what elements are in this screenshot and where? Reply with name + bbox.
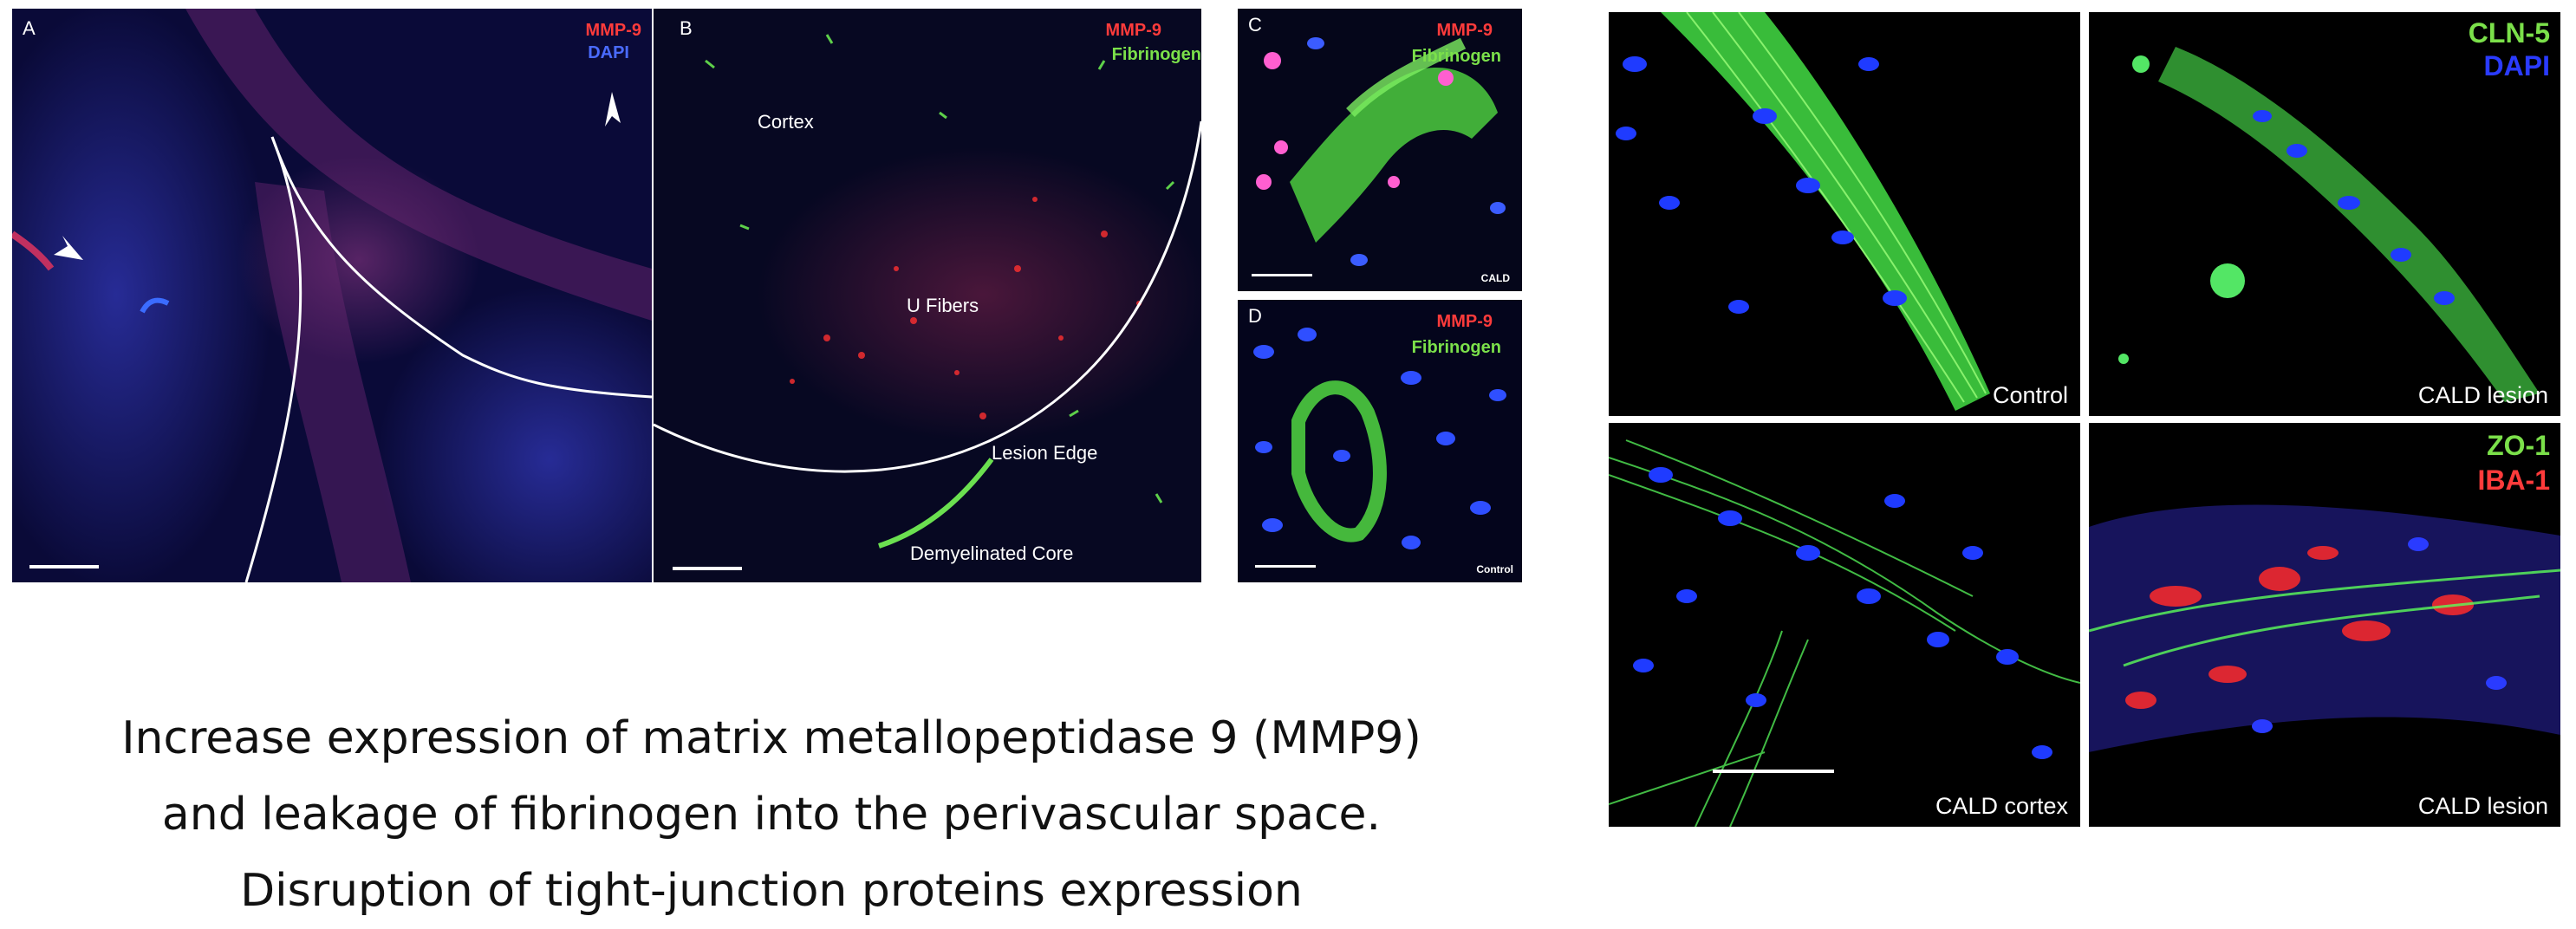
- panel-b-marker-fibrinogen: Fibrinogen: [1111, 45, 1201, 64]
- caption-line-2: and leakage of fibrinogen into the periv…: [161, 789, 1382, 841]
- grid-bottom-right-marker-iba1: IBA-1: [2477, 464, 2550, 496]
- panel-c-scalebar: [1252, 274, 1312, 276]
- grid-bottom-left-micrograph: [1609, 423, 2080, 827]
- grid-top-right-marker-cln5: CLN-5: [2468, 17, 2550, 49]
- panel-d-micrograph: [1238, 300, 1522, 582]
- panel-a-marker-mmp9: MMP-9: [585, 21, 641, 40]
- panel-b-scalebar: [673, 567, 742, 570]
- grid-bottom-left-label: CALD cortex: [1935, 793, 2068, 819]
- grid-top-left-micrograph: [1609, 12, 2080, 416]
- panel-c-micrograph: [1238, 9, 1522, 291]
- panel-b: B MMP-9 Fibrinogen Cortex U Fibers Lesio…: [654, 9, 1201, 582]
- panel-b-region-lesion-edge: Lesion Edge: [992, 442, 1098, 464]
- grid-bottom-right: ZO-1 IBA-1 CALD lesion: [2089, 423, 2560, 827]
- panel-a-marker-dapi: DAPI: [588, 43, 629, 62]
- panel-c-marker-mmp9: MMP-9: [1436, 21, 1493, 40]
- panel-d-scalebar: [1255, 565, 1316, 568]
- panel-b-letter: B: [680, 17, 693, 39]
- panel-c-tag: CALD: [1480, 272, 1510, 284]
- panel-c: C MMP-9 Fibrinogen CALD: [1238, 9, 1522, 291]
- grid-bottom-left-scalebar: [1713, 770, 1834, 773]
- panel-a-letter: A: [23, 17, 36, 39]
- panel-b-region-cortex: Cortex: [758, 111, 814, 133]
- panel-d-marker-fibrinogen: Fibrinogen: [1411, 338, 1501, 357]
- grid-bottom-right-label: CALD lesion: [2417, 793, 2548, 819]
- panel-b-micrograph: [654, 9, 1201, 582]
- panel-d: D MMP-9 Fibrinogen Control: [1238, 300, 1522, 582]
- grid-top-left-label: Control: [1992, 382, 2068, 408]
- grid-bottom-right-marker-zo1: ZO-1: [2487, 430, 2550, 461]
- panel-d-tag: Control: [1476, 563, 1513, 575]
- panel-a-micrograph: [12, 9, 652, 582]
- panel-a-scalebar: [29, 565, 99, 568]
- grid-top-right-marker-dapi: DAPI: [2483, 50, 2550, 81]
- grid-top-right: CLN-5 DAPI CALD lesion: [2089, 12, 2560, 416]
- figure-caption: Increase expression of matrix metallopep…: [35, 700, 1508, 929]
- panel-b-region-u-fibers: U Fibers: [907, 295, 979, 316]
- grid-top-right-micrograph: [2089, 12, 2560, 416]
- panel-c-letter: C: [1248, 14, 1262, 36]
- grid-top-left: Control: [1609, 12, 2080, 416]
- panel-c-marker-fibrinogen: Fibrinogen: [1411, 47, 1501, 66]
- panel-b-region-core: Demyelinated Core: [910, 542, 1074, 564]
- panel-d-letter: D: [1248, 305, 1262, 327]
- grid-top-right-label: CALD lesion: [2417, 382, 2548, 408]
- grid-bottom-left: CALD cortex: [1609, 423, 2080, 827]
- panel-a: A MMP-9 DAPI: [12, 9, 652, 582]
- panel-b-marker-mmp9: MMP-9: [1105, 21, 1161, 40]
- grid-bottom-right-micrograph: [2089, 423, 2560, 827]
- panel-d-marker-mmp9: MMP-9: [1436, 312, 1493, 331]
- caption-line-3: Disruption of tight-junction proteins ex…: [240, 865, 1303, 917]
- caption-line-1: Increase expression of matrix metallopep…: [121, 712, 1421, 764]
